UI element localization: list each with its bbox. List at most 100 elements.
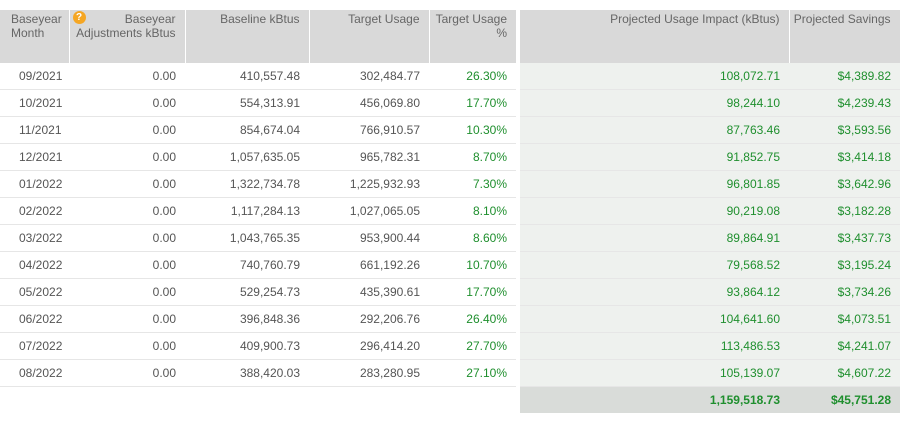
cell-projected-impact: 93,864.12: [516, 278, 789, 306]
cell-month: 06/2022: [0, 305, 69, 333]
header-projected-impact[interactable]: Projected Usage Impact (kBtus): [516, 10, 790, 63]
cell-baseline: 409,900.73: [185, 332, 309, 360]
cell-baseline: 1,043,765.35: [185, 224, 309, 252]
cell-target-usage: 661,192.26: [309, 251, 429, 279]
cell-projected-impact: 90,219.08: [516, 197, 789, 225]
total-savings: $45,751.28: [789, 386, 900, 413]
cell-month: 03/2022: [0, 224, 69, 252]
cell-target-usage: 302,484.77: [309, 63, 429, 90]
usage-projection-table: Baseyear Month ? Baseyear Adjustments kB…: [0, 10, 900, 413]
cell-month: 08/2022: [0, 359, 69, 387]
cell-adjustments: 0.00: [69, 224, 185, 252]
cell-projected-savings: $4,073.51: [789, 305, 900, 333]
table-row: 08/2022 0.00 388,420.03 283,280.95 27.10% 105…: [0, 359, 900, 387]
table-row: 03/2022 0.00 1,043,765.35 953,900.44 8.60% 89…: [0, 224, 900, 252]
header-target-usage[interactable]: Target Usage: [309, 10, 430, 63]
cell-projected-impact: 104,641.60: [516, 305, 789, 333]
cell-adjustments: 0.00: [69, 116, 185, 144]
cell-projected-savings: $3,642.96: [789, 170, 900, 198]
cell-projected-impact: 96,801.85: [516, 170, 789, 198]
totals-spacer: [0, 387, 518, 414]
cell-projected-impact: 79,568.52: [516, 251, 789, 279]
table-row: 09/2021 0.00 410,557.48 302,484.77 26.30% 108…: [0, 63, 900, 90]
cell-target-pct: 26.40%: [429, 305, 518, 333]
cell-target-pct: 7.30%: [429, 170, 518, 198]
header-baseyear-adjustments[interactable]: ? Baseyear Adjustments kBtus: [69, 10, 186, 63]
cell-baseline: 388,420.03: [185, 359, 309, 387]
cell-target-usage: 292,206.76: [309, 305, 429, 333]
table-row: 12/2021 0.00 1,057,635.05 965,782.31 8.70% 91…: [0, 143, 900, 171]
cell-target-pct: 8.70%: [429, 143, 518, 171]
cell-month: 11/2021: [0, 116, 69, 144]
cell-adjustments: 0.00: [69, 305, 185, 333]
cell-month: 04/2022: [0, 251, 69, 279]
table-row: 04/2022 0.00 740,760.79 661,192.26 10.70% 79,…: [0, 251, 900, 279]
cell-baseline: 854,674.04: [185, 116, 309, 144]
header-baseline[interactable]: Baseline kBtus: [185, 10, 310, 63]
cell-baseline: 1,322,734.78: [185, 170, 309, 198]
cell-projected-impact: 113,486.53: [516, 332, 789, 360]
cell-target-pct: 17.70%: [429, 89, 518, 117]
cell-target-usage: 435,390.61: [309, 278, 429, 306]
cell-projected-impact: 89,864.91: [516, 224, 789, 252]
cell-projected-savings: $3,195.24: [789, 251, 900, 279]
cell-projected-impact: 98,244.10: [516, 89, 789, 117]
cell-adjustments: 0.00: [69, 251, 185, 279]
cell-baseline: 1,057,635.05: [185, 143, 309, 171]
table-row: 11/2021 0.00 854,674.04 766,910.57 10.30% 87,…: [0, 116, 900, 144]
cell-adjustments: 0.00: [69, 89, 185, 117]
table-body: 09/2021 0.00 410,557.48 302,484.77 26.30% 108…: [0, 63, 900, 387]
cell-target-usage: 283,280.95: [309, 359, 429, 387]
cell-projected-savings: $3,437.73: [789, 224, 900, 252]
cell-target-pct: 27.70%: [429, 332, 518, 360]
table-row: 06/2022 0.00 396,848.36 292,206.76 26.40% 104…: [0, 305, 900, 333]
table-header-row: Baseyear Month ? Baseyear Adjustments kB…: [0, 10, 900, 63]
cell-month: 09/2021: [0, 63, 69, 90]
cell-month: 10/2021: [0, 89, 69, 117]
cell-projected-savings: $3,414.18: [789, 143, 900, 171]
cell-baseline: 529,254.73: [185, 278, 309, 306]
cell-projected-impact: 105,139.07: [516, 359, 789, 387]
cell-target-pct: 10.30%: [429, 116, 518, 144]
table-row: 01/2022 0.00 1,322,734.78 1,225,932.93 7.30%…: [0, 170, 900, 198]
cell-adjustments: 0.00: [69, 170, 185, 198]
cell-target-usage: 1,027,065.05: [309, 197, 429, 225]
cell-target-usage: 965,782.31: [309, 143, 429, 171]
cell-projected-impact: 87,763.46: [516, 116, 789, 144]
cell-projected-savings: $4,607.22: [789, 359, 900, 387]
help-icon[interactable]: ?: [72, 11, 86, 24]
cell-projected-impact: 91,852.75: [516, 143, 789, 171]
cell-baseline: 740,760.79: [185, 251, 309, 279]
table-row: 02/2022 0.00 1,117,284.13 1,027,065.05 8.10%…: [0, 197, 900, 225]
cell-target-usage: 296,414.20: [309, 332, 429, 360]
cell-target-pct: 27.10%: [429, 359, 518, 387]
cell-adjustments: 0.00: [69, 63, 185, 90]
cell-baseline: 1,117,284.13: [185, 197, 309, 225]
cell-target-usage: 766,910.57: [309, 116, 429, 144]
header-target-usage-pct[interactable]: Target Usage %: [429, 10, 519, 63]
cell-adjustments: 0.00: [69, 278, 185, 306]
table-row: 10/2021 0.00 554,313.91 456,069.80 17.70% 98,…: [0, 89, 900, 117]
cell-adjustments: 0.00: [69, 359, 185, 387]
cell-month: 01/2022: [0, 170, 69, 198]
header-baseyear-month[interactable]: Baseyear Month: [0, 10, 70, 63]
cell-month: 12/2021: [0, 143, 69, 171]
cell-projected-savings: $4,389.82: [789, 63, 900, 90]
cell-adjustments: 0.00: [69, 143, 185, 171]
cell-target-pct: 10.70%: [429, 251, 518, 279]
cell-adjustments: 0.00: [69, 332, 185, 360]
table-row: 07/2022 0.00 409,900.73 296,414.20 27.70% 113…: [0, 332, 900, 360]
cell-baseline: 396,848.36: [185, 305, 309, 333]
table-row: 05/2022 0.00 529,254.73 435,390.61 17.70% 93,…: [0, 278, 900, 306]
cell-target-usage: 1,225,932.93: [309, 170, 429, 198]
header-projected-savings[interactable]: Projected Savings: [789, 10, 900, 63]
cell-projected-savings: $4,239.43: [789, 89, 900, 117]
cell-month: 07/2022: [0, 332, 69, 360]
cell-baseline: 410,557.48: [185, 63, 309, 90]
cell-target-usage: 953,900.44: [309, 224, 429, 252]
cell-baseline: 554,313.91: [185, 89, 309, 117]
cell-target-pct: 8.60%: [429, 224, 518, 252]
cell-projected-impact: 108,072.71: [516, 63, 789, 90]
cell-month: 02/2022: [0, 197, 69, 225]
total-impact: 1,159,518.73: [516, 386, 789, 413]
